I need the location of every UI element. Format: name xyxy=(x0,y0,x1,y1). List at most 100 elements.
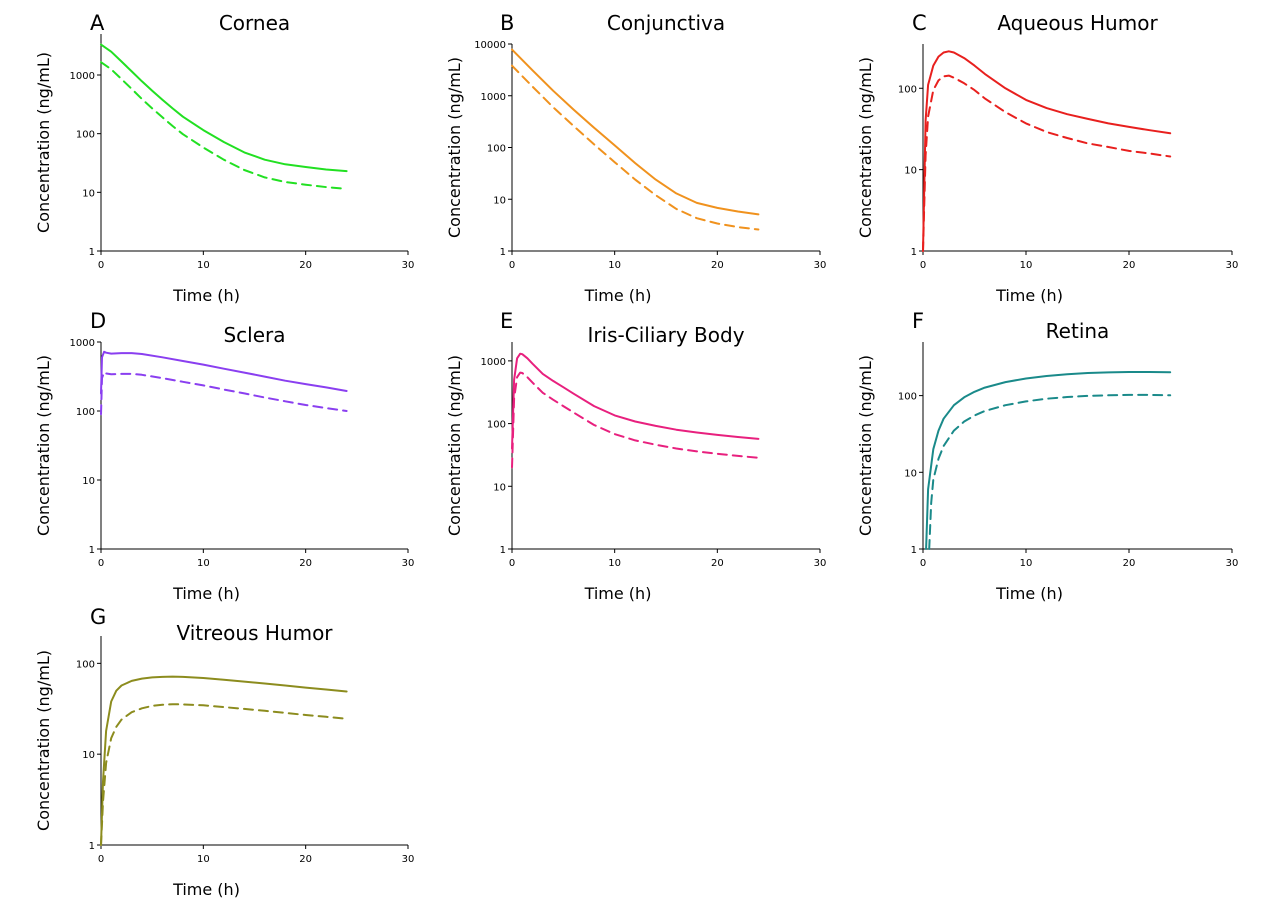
chart-title-C: Aqueous Humor xyxy=(997,11,1158,35)
x-tick-label-B-10: 10 xyxy=(608,260,621,271)
y-tick-label-A-10: 10 xyxy=(82,188,95,199)
series-line-G-dashed xyxy=(100,703,348,846)
x-tick-label-C-0: 0 xyxy=(920,260,926,271)
y-axis-label-E: Concentration (ng/mL) xyxy=(445,355,464,536)
x-tick-label-A-0: 0 xyxy=(98,260,104,271)
x-tick-label-A-10: 10 xyxy=(197,260,210,271)
y-tick-label-F-1: 1 xyxy=(911,545,917,556)
panel-letter-F: F xyxy=(912,309,924,333)
y-axis-label-C: Concentration (ng/mL) xyxy=(856,57,875,238)
x-tick-label-D-10: 10 xyxy=(197,558,210,569)
x-axis-label-B: Time (h) xyxy=(584,286,652,305)
x-tick-label-E-10: 10 xyxy=(608,558,621,569)
x-tick-label-G-0: 0 xyxy=(98,854,104,865)
series-line-E-dashed xyxy=(511,371,760,469)
y-tick-label-D-100: 100 xyxy=(76,407,95,418)
series-line-C-dashed xyxy=(922,74,1172,252)
series-line-D-solid xyxy=(100,350,348,395)
x-tick-label-F-10: 10 xyxy=(1020,558,1033,569)
x-tick-label-D-0: 0 xyxy=(98,558,104,569)
y-tick-label-D-10: 10 xyxy=(82,476,95,487)
x-tick-label-F-0: 0 xyxy=(920,558,926,569)
x-tick-label-B-30: 30 xyxy=(814,260,827,271)
x-tick-label-C-20: 20 xyxy=(1123,260,1136,271)
y-tick-label-F-100: 100 xyxy=(898,392,917,403)
chart-panel-B: B Conjunctiva 0 10 20 30 1 10 100 1000 10000 Time (… xyxy=(445,11,826,305)
series-line-F-solid xyxy=(925,371,1172,550)
chart-title-E: Iris-Ciliary Body xyxy=(587,323,744,347)
y-axis-label-G: Concentration (ng/mL) xyxy=(34,650,53,831)
x-tick-label-G-20: 20 xyxy=(299,854,312,865)
x-tick-label-G-10: 10 xyxy=(197,854,210,865)
panel-letter-D: D xyxy=(90,309,106,333)
y-tick-label-C-10: 10 xyxy=(904,166,917,177)
x-tick-label-E-20: 20 xyxy=(711,558,724,569)
chart-panel-D: D Sclera 0 10 20 30 1 10 100 1000 Time (h) Concentr… xyxy=(34,309,414,603)
series-line-B-dashed xyxy=(511,64,760,231)
y-tick-label-B-10: 10 xyxy=(493,195,506,206)
y-tick-label-D-1: 1 xyxy=(89,545,95,556)
y-axis-label-D: Concentration (ng/mL) xyxy=(34,355,53,536)
chart-panel-G: G Vitreous Humor 0 10 20 30 1 10 100 Time (h) Conc… xyxy=(34,605,414,899)
y-axis-label-A: Concentration (ng/mL) xyxy=(34,52,53,233)
chart-title-B: Conjunctiva xyxy=(607,11,725,35)
y-tick-label-D-1000: 1000 xyxy=(70,338,95,349)
chart-panel-E: E Iris-Ciliary Body 0 10 20 30 1 10 100 1000 Time … xyxy=(445,309,826,603)
x-tick-label-E-0: 0 xyxy=(509,558,515,569)
chart-title-A: Cornea xyxy=(219,11,290,35)
y-tick-label-B-10000: 10000 xyxy=(474,40,506,51)
chart-panel-A: A Cornea 0 10 20 30 1 10 100 1000 Time (h) Concentr… xyxy=(34,11,414,305)
x-axis-label-C: Time (h) xyxy=(995,286,1063,305)
panel-letter-B: B xyxy=(500,11,514,35)
y-tick-label-A-100: 100 xyxy=(76,130,95,141)
panel-letter-A: A xyxy=(90,11,105,35)
y-tick-label-A-1: 1 xyxy=(89,247,95,258)
panel-letter-G: G xyxy=(90,605,106,629)
panel-letter-E: E xyxy=(500,309,513,333)
y-tick-label-E-1000: 1000 xyxy=(481,357,506,368)
y-tick-label-B-100: 100 xyxy=(487,144,506,155)
x-axis-label-A: Time (h) xyxy=(172,286,240,305)
chart-title-G: Vitreous Humor xyxy=(176,621,333,645)
x-tick-label-F-30: 30 xyxy=(1226,558,1239,569)
x-tick-label-A-30: 30 xyxy=(402,260,415,271)
y-tick-label-E-1: 1 xyxy=(500,545,506,556)
x-tick-label-E-30: 30 xyxy=(814,558,827,569)
x-axis-label-F: Time (h) xyxy=(995,584,1063,603)
series-line-C-solid xyxy=(922,50,1172,252)
x-axis-label-E: Time (h) xyxy=(584,584,652,603)
y-tick-label-G-10: 10 xyxy=(82,750,95,761)
y-axis-label-B: Concentration (ng/mL) xyxy=(445,57,464,238)
chart-panel-F: F Retina 0 10 20 30 1 10 100 Time (h) Concentratio… xyxy=(856,309,1238,603)
x-tick-label-B-20: 20 xyxy=(711,260,724,271)
y-tick-label-C-1: 1 xyxy=(911,247,917,258)
y-tick-label-E-10: 10 xyxy=(493,482,506,493)
y-tick-label-E-100: 100 xyxy=(487,420,506,431)
chart-title-F: Retina xyxy=(1046,319,1110,343)
series-line-D-dashed xyxy=(100,371,348,416)
y-tick-label-G-100: 100 xyxy=(76,659,95,670)
y-tick-label-C-100: 100 xyxy=(898,84,917,95)
x-tick-label-G-30: 30 xyxy=(402,854,415,865)
series-line-A-solid xyxy=(100,43,348,173)
series-line-A-dashed xyxy=(100,61,348,190)
series-line-F-dashed xyxy=(928,393,1172,550)
y-tick-label-B-1: 1 xyxy=(500,247,506,258)
x-axis-label-D: Time (h) xyxy=(172,584,240,603)
series-line-B-solid xyxy=(511,48,760,216)
x-tick-label-C-30: 30 xyxy=(1226,260,1239,271)
y-tick-label-F-10: 10 xyxy=(904,468,917,479)
y-tick-label-B-1000: 1000 xyxy=(481,92,506,103)
x-tick-label-D-20: 20 xyxy=(299,558,312,569)
chart-title-D: Sclera xyxy=(223,323,285,347)
x-axis-label-G: Time (h) xyxy=(172,880,240,899)
x-tick-label-B-0: 0 xyxy=(509,260,515,271)
y-axis-label-F: Concentration (ng/mL) xyxy=(856,355,875,536)
series-line-E-solid xyxy=(511,352,760,450)
x-tick-label-C-10: 10 xyxy=(1020,260,1033,271)
x-tick-label-D-30: 30 xyxy=(402,558,415,569)
chart-panel-C: C Aqueous Humor 0 10 20 30 1 10 100 Time (h) Conce… xyxy=(856,11,1238,305)
y-tick-label-A-1000: 1000 xyxy=(70,71,95,82)
x-tick-label-F-20: 20 xyxy=(1123,558,1136,569)
